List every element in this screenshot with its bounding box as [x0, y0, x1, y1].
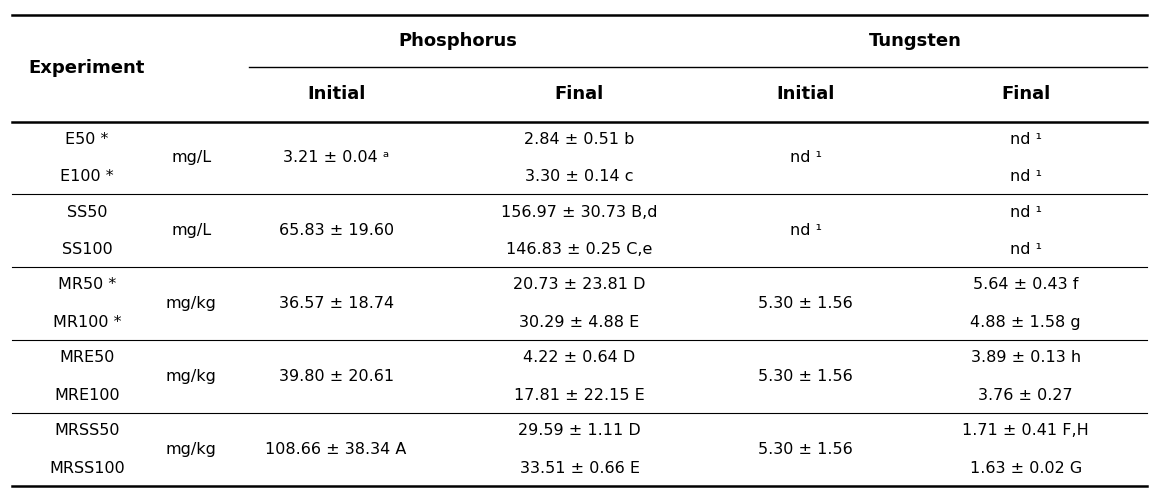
Text: 29.59 ± 1.11 D: 29.59 ± 1.11 D: [518, 423, 641, 438]
Text: 39.80 ± 20.61: 39.80 ± 20.61: [278, 369, 394, 384]
Text: Initial: Initial: [307, 85, 365, 103]
Text: mg/kg: mg/kg: [166, 369, 217, 384]
Text: 4.88 ± 1.58 g: 4.88 ± 1.58 g: [970, 315, 1081, 330]
Text: mg/kg: mg/kg: [166, 296, 217, 311]
Text: MR100 *: MR100 *: [52, 315, 122, 330]
Text: 3.89 ± 0.13 h: 3.89 ± 0.13 h: [970, 350, 1081, 366]
Text: nd ¹: nd ¹: [1009, 131, 1042, 147]
Text: Final: Final: [1001, 85, 1050, 103]
Text: 1.63 ± 0.02 G: 1.63 ± 0.02 G: [970, 461, 1081, 476]
Text: 3.76 ± 0.27: 3.76 ± 0.27: [978, 388, 1073, 403]
Text: 2.84 ± 0.51 b: 2.84 ± 0.51 b: [524, 131, 635, 147]
Text: 5.30 ± 1.56: 5.30 ± 1.56: [758, 296, 853, 311]
Text: Initial: Initial: [777, 85, 834, 103]
Text: E100 *: E100 *: [60, 169, 114, 185]
Text: 17.81 ± 22.15 E: 17.81 ± 22.15 E: [515, 388, 644, 403]
Text: Final: Final: [555, 85, 604, 103]
Text: SS100: SS100: [61, 242, 112, 257]
Text: mg/L: mg/L: [172, 150, 211, 166]
Text: 20.73 ± 23.81 D: 20.73 ± 23.81 D: [513, 277, 646, 293]
Text: nd ¹: nd ¹: [1009, 169, 1042, 185]
Text: nd ¹: nd ¹: [1009, 204, 1042, 220]
Text: E50 *: E50 *: [65, 131, 109, 147]
Text: mg/L: mg/L: [172, 223, 211, 239]
Text: 1.71 ± 0.41 F,H: 1.71 ± 0.41 F,H: [962, 423, 1089, 438]
Text: nd ¹: nd ¹: [1009, 242, 1042, 257]
Text: Experiment: Experiment: [29, 59, 145, 77]
Text: 36.57 ± 18.74: 36.57 ± 18.74: [278, 296, 394, 311]
Text: MRE100: MRE100: [54, 388, 119, 403]
Text: nd ¹: nd ¹: [789, 150, 822, 166]
Text: 3.30 ± 0.14 c: 3.30 ± 0.14 c: [525, 169, 634, 185]
Text: 30.29 ± 4.88 E: 30.29 ± 4.88 E: [519, 315, 640, 330]
Text: 146.83 ± 0.25 C,e: 146.83 ± 0.25 C,e: [506, 242, 653, 257]
Text: 5.30 ± 1.56: 5.30 ± 1.56: [758, 369, 853, 384]
Text: MRSS50: MRSS50: [54, 423, 119, 438]
Text: MRSS100: MRSS100: [49, 461, 125, 476]
Text: 3.21 ± 0.04 ᵃ: 3.21 ± 0.04 ᵃ: [283, 150, 389, 166]
Text: Phosphorus: Phosphorus: [399, 32, 517, 50]
Text: 33.51 ± 0.66 E: 33.51 ± 0.66 E: [519, 461, 640, 476]
Text: Tungsten: Tungsten: [869, 32, 962, 50]
Text: 156.97 ± 30.73 B,d: 156.97 ± 30.73 B,d: [501, 204, 658, 220]
Text: 65.83 ± 19.60: 65.83 ± 19.60: [278, 223, 394, 239]
Text: mg/kg: mg/kg: [166, 442, 217, 457]
Text: MR50 *: MR50 *: [58, 277, 116, 293]
Text: SS50: SS50: [67, 204, 107, 220]
Text: MRE50: MRE50: [59, 350, 115, 366]
Text: 108.66 ± 38.34 A: 108.66 ± 38.34 A: [265, 442, 407, 457]
Text: 4.22 ± 0.64 D: 4.22 ± 0.64 D: [524, 350, 635, 366]
Text: 5.30 ± 1.56: 5.30 ± 1.56: [758, 442, 853, 457]
Text: 5.64 ± 0.43 f: 5.64 ± 0.43 f: [974, 277, 1078, 293]
Text: nd ¹: nd ¹: [789, 223, 822, 239]
